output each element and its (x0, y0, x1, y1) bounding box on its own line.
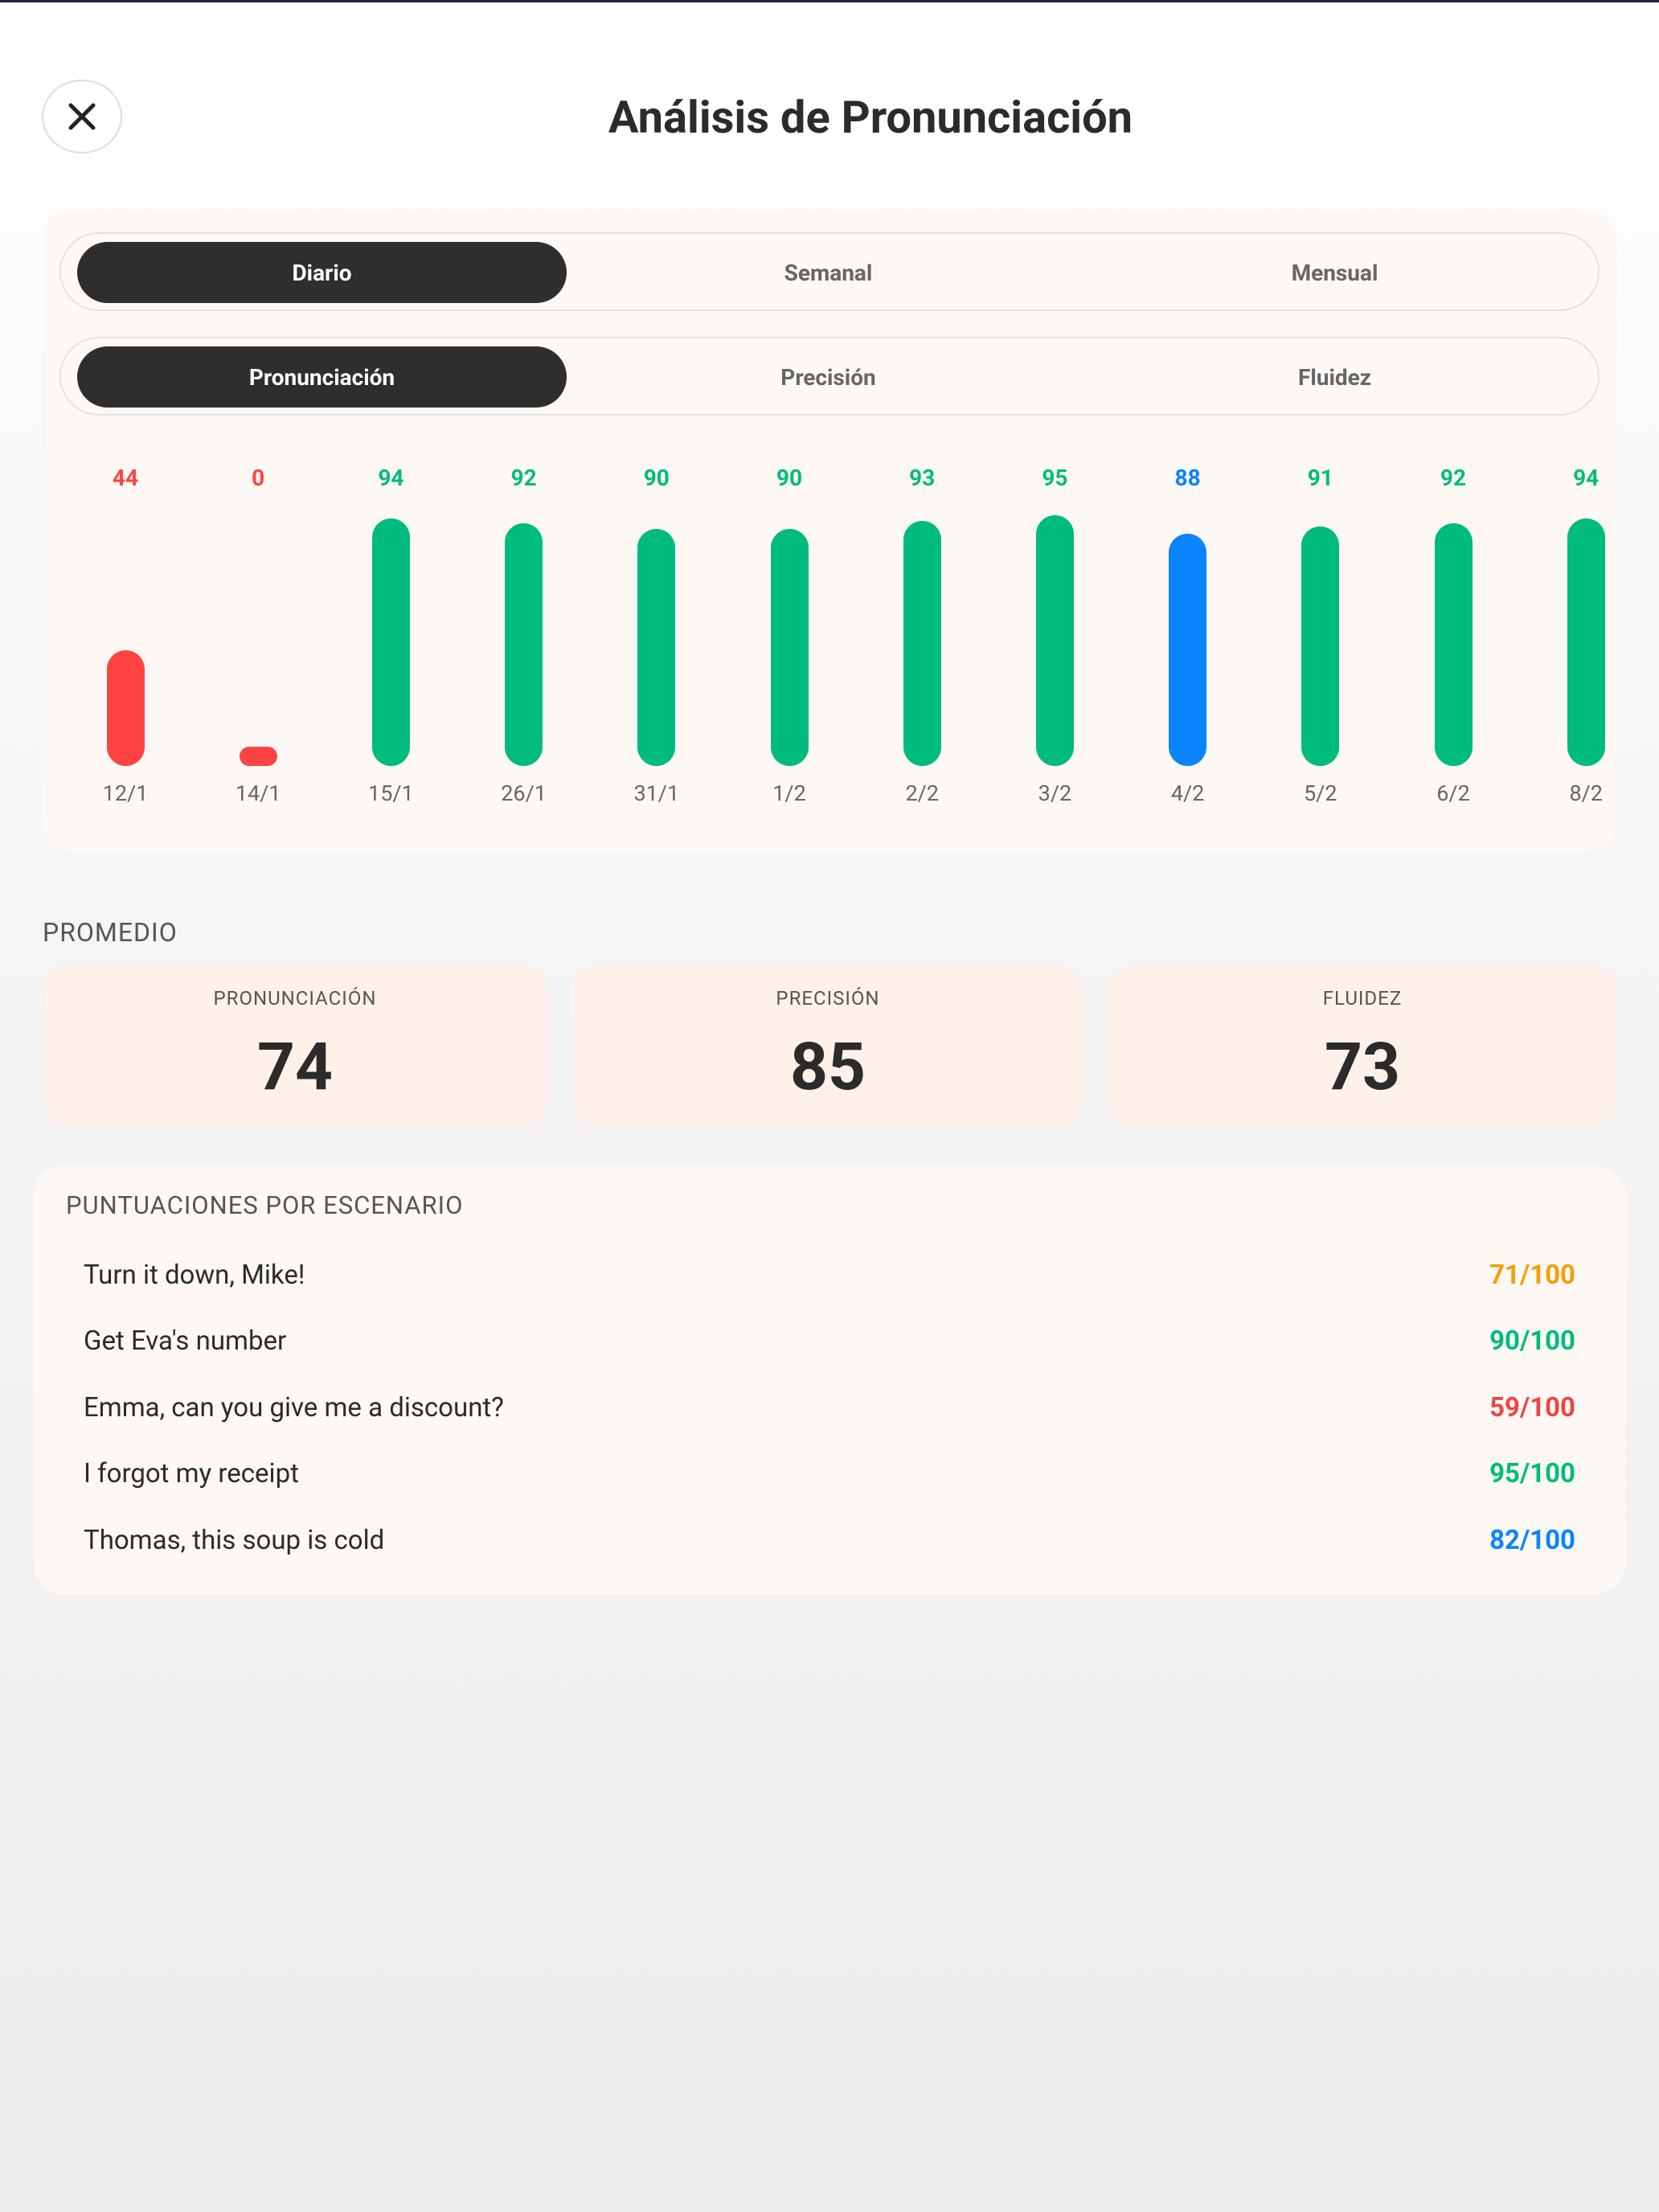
scenario-row: Turn it down, Mike! 71/100 (84, 1251, 1575, 1299)
x-tick-label: 14/1 (235, 780, 281, 806)
scenario-score: 95/100 (1489, 1458, 1575, 1489)
scenario-name: I forgot my receipt (84, 1458, 299, 1489)
average-value: 85 (789, 1029, 866, 1106)
average-card: FLUIDEZ 73 (1108, 966, 1616, 1127)
bar (903, 520, 941, 766)
tab[interactable]: Fluidez (1298, 363, 1371, 391)
value-label: 92 (1440, 465, 1467, 491)
bar (239, 747, 277, 766)
scenario-score: 59/100 (1489, 1391, 1575, 1423)
value-label: 90 (776, 465, 803, 491)
bar (1169, 534, 1207, 766)
tab[interactable]: Mensual (1291, 259, 1378, 286)
metric-tabs: Pronunciación Precisión Fluidez (59, 337, 1600, 416)
scenario-row: Thomas, this soup is cold 82/100 (84, 1516, 1575, 1564)
value-label: 0 (252, 465, 265, 491)
average-value: 73 (1324, 1029, 1401, 1106)
bar (1301, 526, 1340, 766)
value-label: 93 (909, 465, 936, 491)
scenario-row: Get Eva's number 90/100 (84, 1317, 1575, 1366)
section-title: PUNTUACIONES POR ESCENARIO (66, 1190, 464, 1220)
value-label: 92 (510, 465, 537, 491)
average-card: PRONUNCIACIÓN 74 (43, 966, 547, 1127)
scenario-score: 90/100 (1489, 1325, 1575, 1357)
scenario-name: Turn it down, Mike! (84, 1259, 305, 1291)
average-value: 74 (256, 1029, 334, 1106)
x-tick-label: 8/2 (1569, 780, 1603, 806)
bar (106, 649, 145, 766)
section-title: PROMEDIO (43, 917, 178, 948)
tab[interactable]: Pronunciación (77, 346, 567, 408)
close-button[interactable] (42, 80, 122, 154)
bar (505, 523, 543, 766)
bar-chart: 44 12/1 0 14/1 94 15/1 92 26/1 90 31/1 90 1/2 93 2/2 9… (0, 2, 1659, 854)
chart-card (43, 210, 1616, 852)
value-label: 94 (378, 465, 404, 491)
tab[interactable]: Semanal (784, 259, 873, 286)
scenario-name: Get Eva's number (84, 1325, 287, 1357)
bar (371, 518, 410, 766)
x-tick-label: 3/2 (1038, 780, 1072, 806)
average-label: PRONUNCIACIÓN (213, 987, 377, 1010)
x-tick-label: 12/1 (102, 780, 149, 806)
x-tick-label: 1/2 (772, 780, 806, 806)
x-tick-label: 31/1 (633, 780, 680, 806)
average-label: PRECISIÓN (776, 987, 880, 1010)
period-tabs: Diario Semanal Mensual (59, 232, 1600, 311)
scenario-score: 71/100 (1489, 1259, 1575, 1291)
scenario-row: Emma, can you give me a discount? 59/100 (84, 1383, 1575, 1432)
bar (1035, 515, 1074, 766)
x-tick-label: 2/2 (905, 780, 939, 806)
scenario-score: 82/100 (1489, 1524, 1575, 1556)
x-tick-label: 6/2 (1436, 780, 1470, 806)
value-label: 88 (1174, 465, 1201, 491)
bar (1434, 523, 1473, 766)
value-label: 94 (1573, 465, 1600, 491)
x-tick-label: 26/1 (501, 780, 547, 806)
average-label: FLUIDEZ (1322, 987, 1403, 1010)
scenario-row: I forgot my receipt 95/100 (84, 1450, 1575, 1498)
x-tick-label: 4/2 (1170, 780, 1205, 806)
average-card: PRECISIÓN 85 (574, 966, 1082, 1127)
title: Análisis de Pronunciación (608, 91, 1133, 144)
bar (1567, 518, 1605, 766)
tab[interactable]: Precisión (780, 363, 876, 391)
value-label: 91 (1307, 465, 1333, 491)
value-label: 90 (643, 465, 670, 491)
scenario-card: PUNTUACIONES POR ESCENARIO Turn it down,… (34, 1166, 1625, 1594)
scenario-name: Emma, can you give me a discount? (84, 1391, 504, 1423)
scenario-name: Thomas, this soup is cold (84, 1524, 385, 1556)
close-icon (68, 103, 96, 130)
tab[interactable]: Diario (77, 242, 567, 303)
value-label: 95 (1042, 465, 1068, 491)
x-tick-label: 15/1 (368, 780, 414, 806)
bar (770, 528, 809, 766)
bar (637, 528, 676, 766)
value-label: 44 (112, 465, 139, 491)
x-tick-label: 5/2 (1304, 780, 1337, 806)
